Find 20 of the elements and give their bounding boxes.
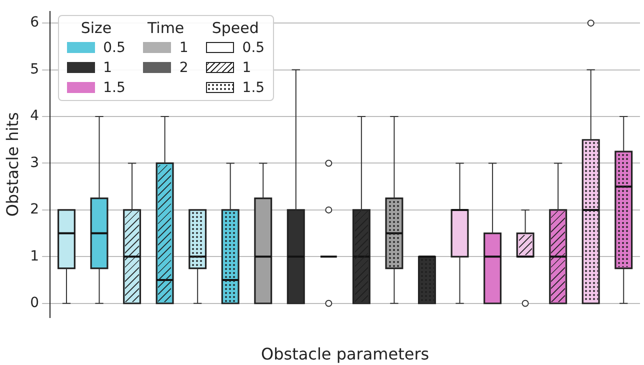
annotation: Speed <box>210 19 260 38</box>
y-tick-label: 0 <box>30 295 40 312</box>
y-axis-title: Obstacle hits <box>2 112 22 217</box>
y-tick-label: 3 <box>30 154 40 171</box>
y-tick-label: 1 <box>30 248 40 264</box>
y-tick-label: 4 <box>30 108 40 124</box>
annotation: 1 <box>103 60 112 76</box>
annotation: 1 <box>179 40 188 56</box>
x-axis-title: Obstacle parameters <box>260 344 430 364</box>
annotation: 1.5 <box>242 80 265 96</box>
y-tick-label: 2 <box>30 202 40 218</box>
annotation: Size <box>80 19 113 38</box>
y-tick-label: 6 <box>30 14 40 31</box>
annotation: 0.5 <box>242 40 265 56</box>
annotation: 1.5 <box>103 80 126 96</box>
y-tick-label: 5 <box>30 61 40 78</box>
annotation: Time <box>146 19 186 38</box>
annotation: 1 <box>242 60 252 76</box>
annotation: 0.5 <box>103 40 126 56</box>
annotation: 2 <box>179 60 188 76</box>
